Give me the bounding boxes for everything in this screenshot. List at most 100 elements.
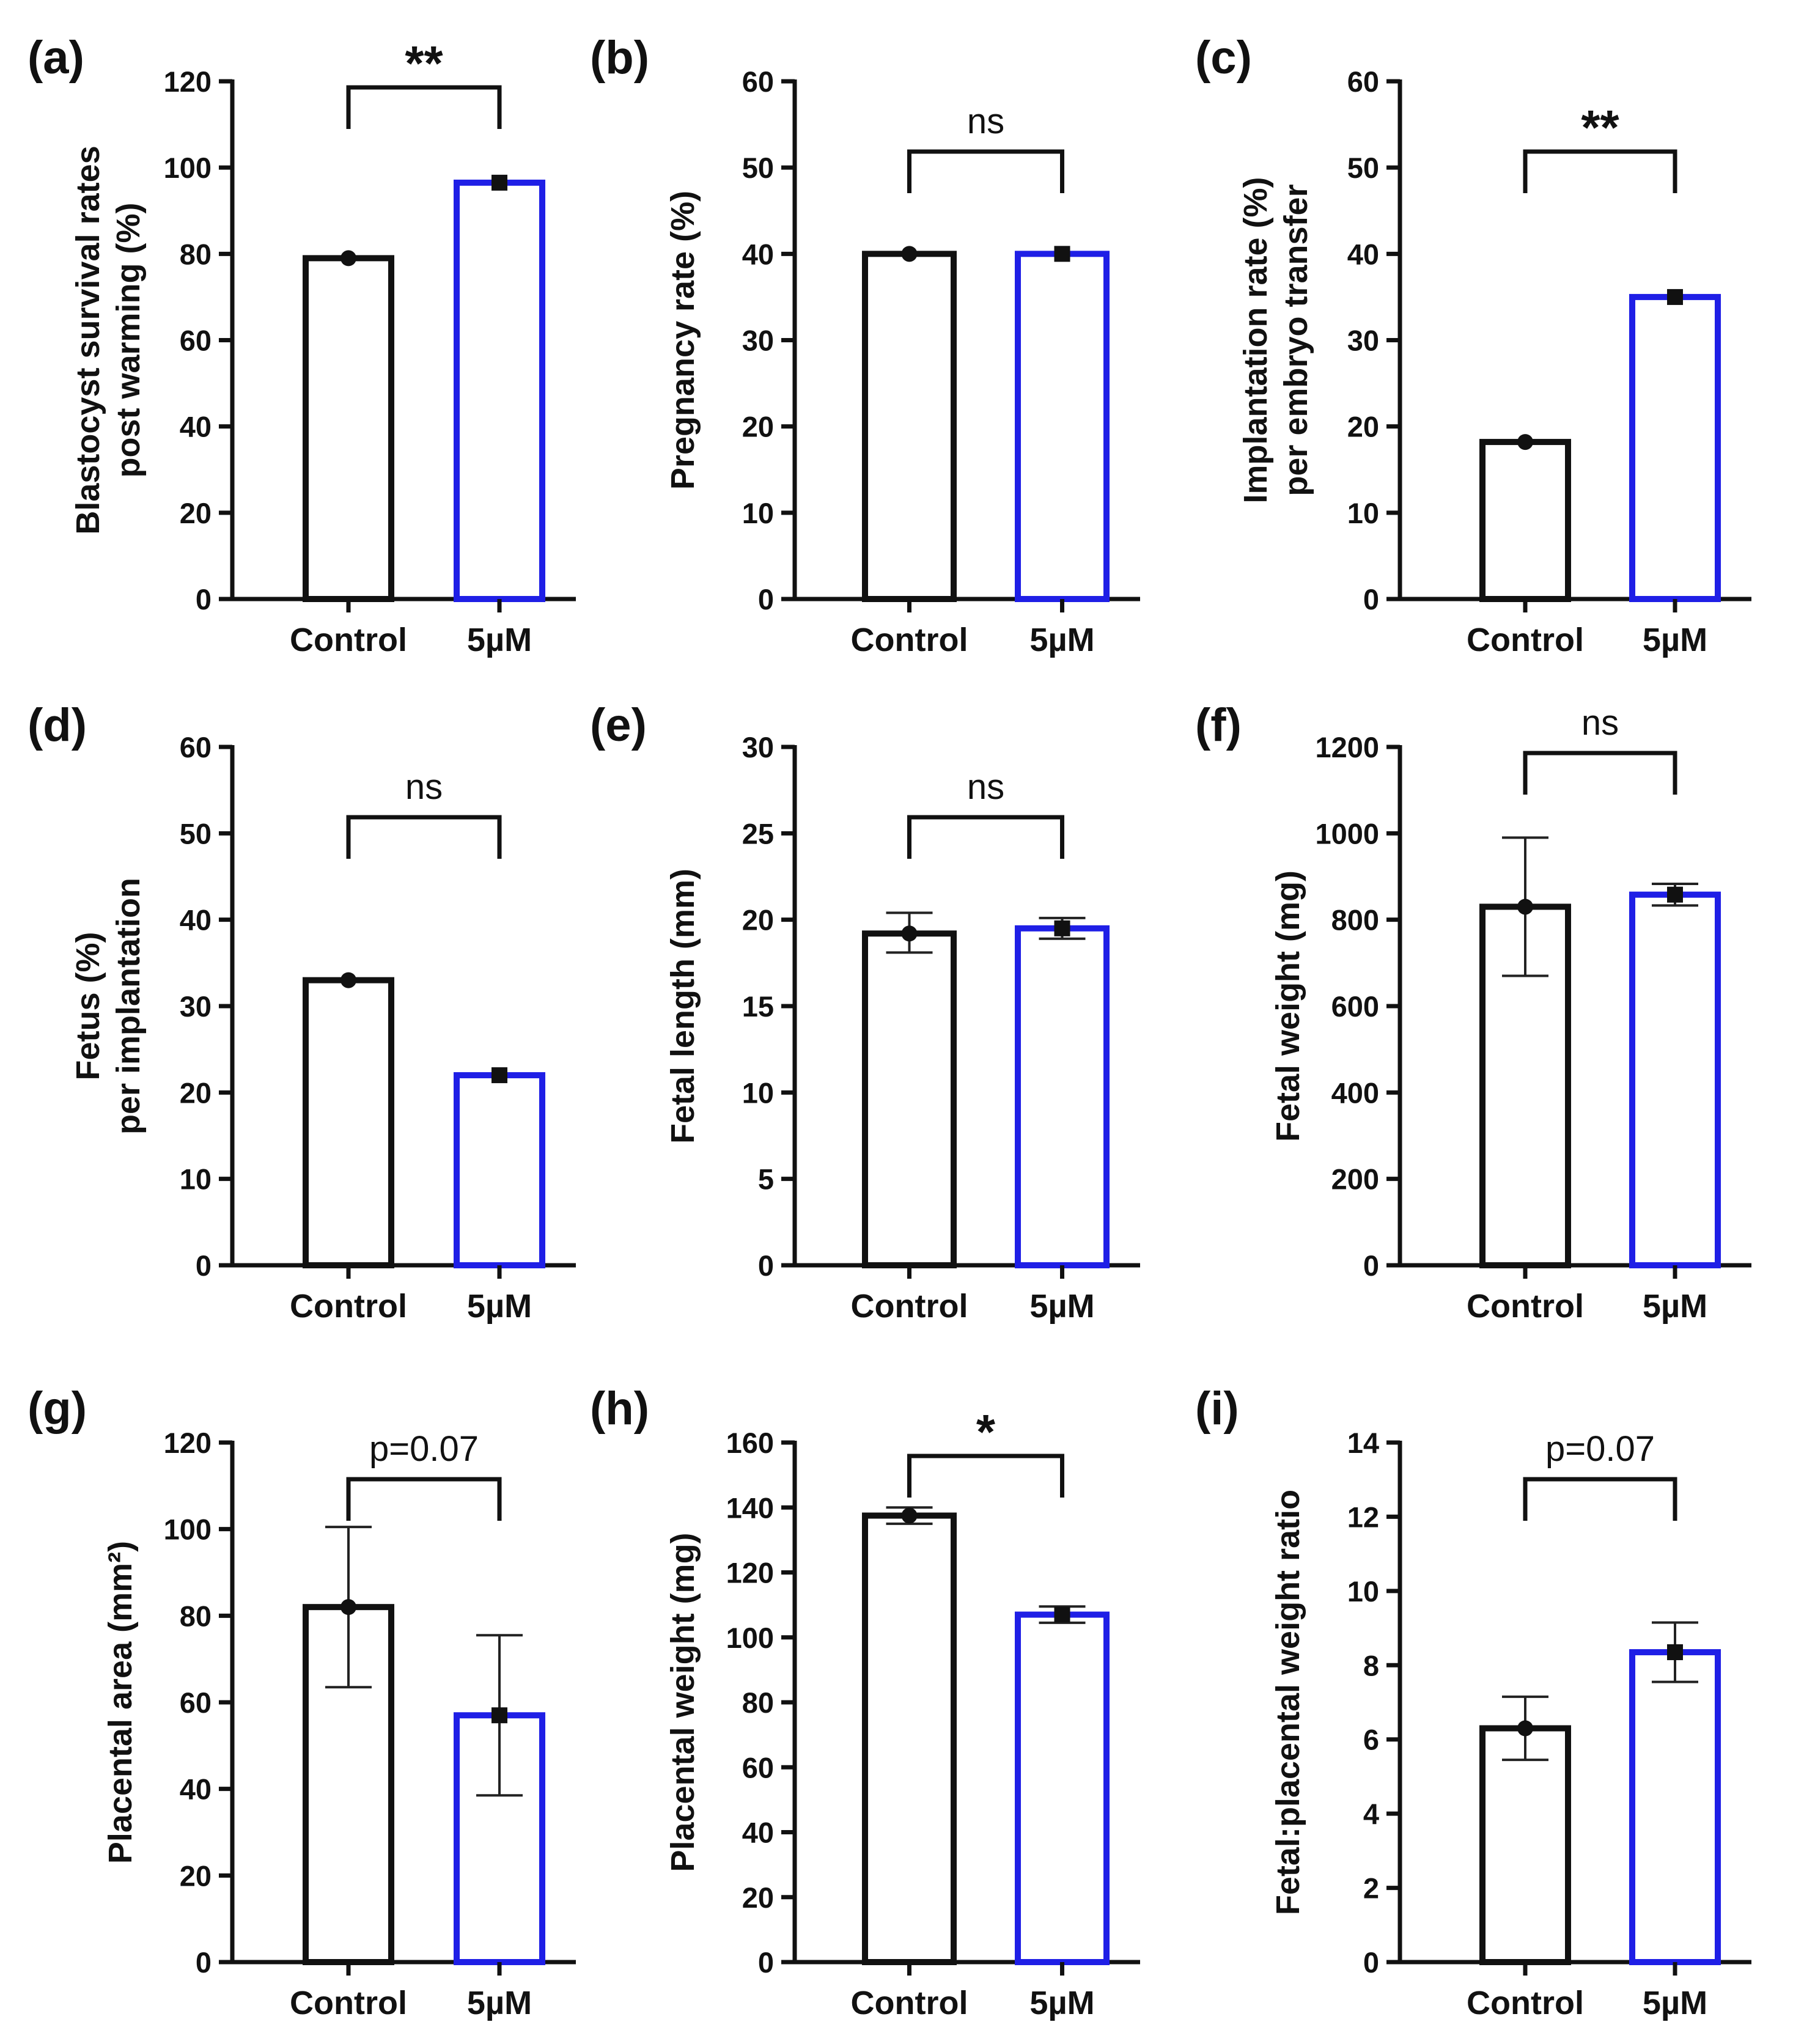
data-point-treatment	[1667, 289, 1683, 305]
data-point-treatment	[1667, 1644, 1683, 1661]
y-tick-label: 12	[1347, 1501, 1379, 1533]
y-tick-label: 140	[726, 1491, 774, 1524]
y-tick-label: 40	[180, 1773, 212, 1806]
significance-bracket	[346, 1477, 502, 1521]
y-tick-label: 100	[164, 152, 212, 184]
data-point-treatment	[1054, 920, 1070, 936]
bar-control	[862, 251, 957, 603]
y-tick-label: 40	[180, 904, 212, 936]
y-tick-label: 50	[742, 152, 774, 184]
y-tick-label: 0	[1363, 1249, 1379, 1282]
significance-bracket	[907, 1454, 1064, 1498]
bar-treatment	[1015, 925, 1110, 1269]
significance-bracket	[346, 85, 502, 129]
significance-bracket	[907, 149, 1064, 193]
panel-label: (a)	[28, 32, 84, 84]
y-tick-label: 10	[180, 1163, 212, 1196]
y-tick-label: 20	[742, 411, 774, 443]
data-point-control	[341, 250, 356, 267]
significance-label: **	[1581, 100, 1619, 155]
y-tick-label: 40	[1347, 238, 1379, 270]
x-tick-label-treatment: 5µM	[1029, 622, 1094, 658]
y-tick-label: 0	[196, 1946, 212, 1979]
significance-label: p=0.07	[369, 1429, 479, 1469]
x-tick-label-control: Control	[290, 622, 407, 658]
bar-control	[303, 255, 394, 602]
y-axis-title: per embryo transfer	[1278, 184, 1314, 496]
data-point-treatment	[1054, 246, 1070, 262]
bar-treatment	[1015, 251, 1110, 603]
y-tick-label: 80	[180, 238, 212, 270]
x-tick-label-control: Control	[851, 622, 968, 658]
significance-label: ns	[967, 101, 1004, 141]
x-tick-label-control: Control	[1467, 1288, 1584, 1325]
y-tick-label: 30	[1347, 325, 1379, 357]
y-tick-label: 60	[180, 731, 212, 763]
panel-i: (i) 0 2 4 6 8 10 12 14 Fetal:placental weight rat…	[1195, 1383, 1751, 2021]
y-tick-label: 20	[180, 1076, 212, 1109]
y-tick-label: 15	[742, 990, 774, 1023]
y-tick-label: 40	[742, 1817, 774, 1849]
data-point-treatment	[491, 174, 507, 191]
significance-label: **	[405, 36, 443, 90]
bar-control	[1479, 1725, 1571, 1965]
significance-bracket	[1523, 751, 1677, 795]
y-tick-label: 10	[1347, 1575, 1379, 1608]
y-tick-label: 100	[164, 1513, 212, 1546]
significance-bracket	[907, 815, 1064, 859]
y-tick-label: 40	[742, 238, 774, 270]
panel-c: (c) 0 10 20 30 40 50 60 Implantation rate (%) per…	[1195, 32, 1751, 658]
x-tick-label-control: Control	[1467, 1985, 1584, 2021]
significance-label: *	[976, 1405, 996, 1459]
y-tick-label: 20	[1347, 411, 1379, 443]
y-axis-title: Placental area (mm²)	[102, 1541, 139, 1864]
bar-control	[862, 1512, 957, 1965]
data-point-control	[1517, 434, 1533, 450]
panel-label: (f)	[1195, 699, 1242, 751]
y-tick-label: 0	[1363, 583, 1379, 616]
y-tick-label: 40	[180, 411, 212, 443]
y-tick-label: 60	[742, 1751, 774, 1784]
panel-label: (i)	[1195, 1383, 1239, 1435]
y-tick-label: 30	[742, 325, 774, 357]
y-tick-label: 1000	[1315, 817, 1379, 850]
significance-bracket	[346, 815, 502, 859]
panel-f: (f) 0 200 400 600 800 1000 1200 Fetal weight (mg…	[1195, 699, 1751, 1325]
y-tick-label: 80	[742, 1686, 774, 1719]
panel-h: (h) 0 20 40 60 80 100 120 140 160 Placental weight…	[590, 1383, 1140, 2021]
y-axis-title: Fetus (%)	[70, 932, 106, 1081]
y-tick-label: 10	[1347, 497, 1379, 529]
y-tick-label: 2	[1363, 1872, 1379, 1905]
y-tick-label: 160	[726, 1427, 774, 1459]
y-axis-title: post warming (%)	[110, 202, 147, 477]
y-tick-label: 120	[726, 1557, 774, 1589]
significance-label: ns	[1581, 703, 1619, 743]
y-axis-title: per implantation	[110, 878, 147, 1134]
y-tick-label: 120	[164, 65, 212, 98]
panel-a: (a) 0 20 40 60 80 100 120 Blastocyst survival ra…	[28, 32, 576, 658]
significance-label: ns	[967, 767, 1004, 807]
y-tick-label: 100	[726, 1622, 774, 1654]
y-axis-title: Blastocyst survival rates	[70, 145, 106, 534]
bar-control	[862, 930, 957, 1268]
panel-label: (h)	[590, 1383, 649, 1435]
y-tick-label: 800	[1331, 904, 1379, 936]
y-tick-label: 10	[742, 1076, 774, 1109]
bar-treatment	[1629, 1649, 1721, 1965]
significance-bracket	[1523, 1477, 1677, 1521]
significance-bracket	[1523, 149, 1677, 193]
data-point-control	[341, 1599, 356, 1616]
y-tick-label: 6	[1363, 1724, 1379, 1756]
y-tick-label: 30	[742, 731, 774, 763]
y-tick-label: 600	[1331, 990, 1379, 1023]
x-tick-label-control: Control	[851, 1288, 968, 1325]
panel-b: (b) 0 10 20 30 40 50 60 Pregnancy rate (%) Contro…	[590, 32, 1140, 658]
y-tick-label: 25	[742, 817, 774, 850]
y-tick-label: 10	[742, 497, 774, 529]
data-point-treatment	[491, 1067, 507, 1084]
bar-treatment	[454, 1072, 545, 1268]
y-tick-label: 0	[1363, 1946, 1379, 1979]
y-tick-label: 60	[742, 65, 774, 98]
x-tick-label-control: Control	[290, 1985, 407, 2021]
